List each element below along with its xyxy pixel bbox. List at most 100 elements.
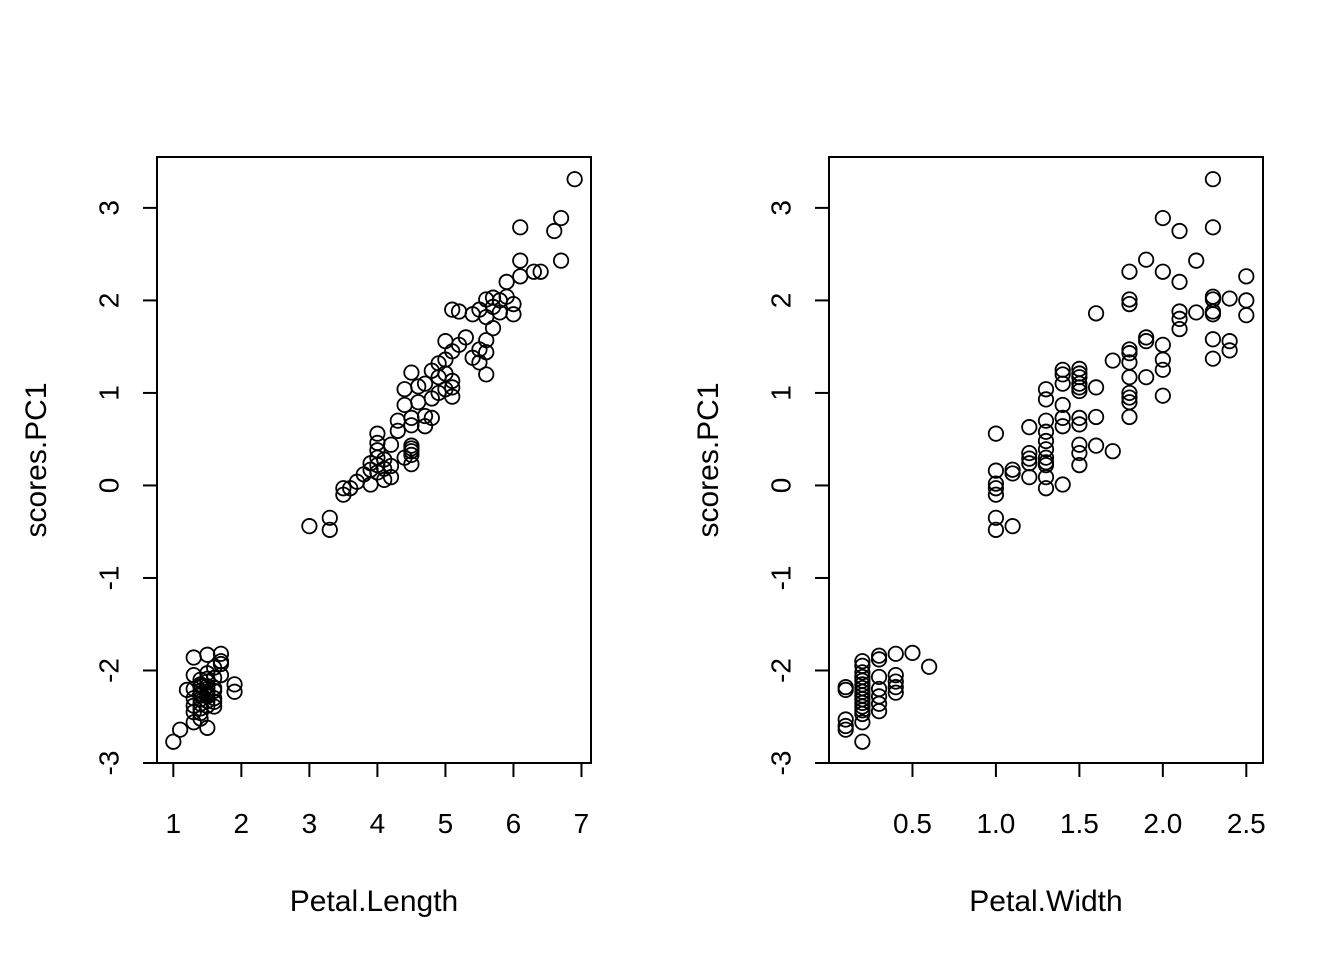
data-point xyxy=(396,396,413,414)
data-point xyxy=(212,667,230,684)
data-point xyxy=(1171,310,1188,328)
data-point xyxy=(478,366,495,383)
data-point xyxy=(206,698,223,715)
data-point xyxy=(444,388,461,405)
data-point xyxy=(1154,263,1171,280)
data-point xyxy=(321,509,338,526)
x-axis-title: Petal.Length xyxy=(290,885,458,918)
y-tick-label: 0 xyxy=(94,478,125,494)
data-point xyxy=(212,645,230,662)
data-point xyxy=(887,679,904,696)
x-tick-label: 7 xyxy=(574,808,590,839)
data-point xyxy=(423,409,440,427)
data-point xyxy=(484,320,502,337)
data-point xyxy=(1054,396,1071,414)
data-point xyxy=(1121,369,1138,386)
data-point xyxy=(416,407,434,425)
data-point xyxy=(887,645,904,662)
data-point xyxy=(369,425,386,442)
data-point xyxy=(566,171,583,188)
data-point xyxy=(987,462,1005,479)
data-point xyxy=(870,647,888,664)
y-axis: -3 -2 -1 0 1 2 3 xyxy=(94,200,158,775)
data-point xyxy=(854,714,871,731)
data-point xyxy=(1071,456,1088,474)
data-point xyxy=(1121,389,1138,406)
left-scatter-panel: 1 2 3 4 5 6 7 -3 -2 -1 0 1 2 3 Petal.Length scores.P… xyxy=(20,156,592,918)
data-point xyxy=(403,456,420,473)
data-point xyxy=(301,518,318,535)
data-point xyxy=(1037,412,1055,429)
data-point xyxy=(1171,320,1188,338)
data-point xyxy=(1121,408,1138,426)
data-point xyxy=(854,733,871,750)
data-point xyxy=(498,273,515,291)
data-point xyxy=(1154,361,1171,378)
data-point xyxy=(837,721,854,738)
data-point xyxy=(1104,352,1121,369)
data-point xyxy=(1054,476,1071,493)
data-point xyxy=(1121,296,1138,313)
data-point xyxy=(185,649,202,666)
data-point xyxy=(1087,379,1105,396)
data-point xyxy=(1087,437,1105,454)
data-point xyxy=(444,379,461,396)
x-tick-label: 0.5 xyxy=(893,808,932,839)
data-point xyxy=(887,667,904,684)
data-point xyxy=(1071,444,1088,462)
data-point xyxy=(532,263,549,280)
data-point xyxy=(1071,379,1088,396)
data-point xyxy=(382,436,400,453)
data-point xyxy=(1154,209,1171,227)
data-point xyxy=(870,668,888,686)
data-point xyxy=(389,422,406,439)
data-point xyxy=(921,658,938,675)
data-point xyxy=(1204,331,1222,348)
y-axis-title: scores.PC1 xyxy=(692,382,725,537)
data-point xyxy=(457,329,474,346)
data-point xyxy=(226,676,243,693)
data-point xyxy=(389,412,406,429)
data-point xyxy=(403,364,420,381)
y-axis-title: scores.PC1 xyxy=(20,382,53,537)
data-point xyxy=(987,521,1005,538)
data-point xyxy=(1037,441,1055,458)
data-point xyxy=(870,703,888,720)
data-point xyxy=(505,306,522,323)
data-point xyxy=(410,378,427,395)
x-tick-label: 2.0 xyxy=(1143,808,1182,839)
data-point xyxy=(904,644,921,662)
data-point xyxy=(1087,305,1105,322)
data-point xyxy=(1121,384,1138,402)
data-point xyxy=(1138,329,1155,346)
data-point xyxy=(1171,303,1188,320)
x-tick-label: 1.0 xyxy=(976,808,1015,839)
data-point xyxy=(887,673,904,690)
data-point xyxy=(870,651,888,668)
data-point xyxy=(987,509,1005,526)
data-point xyxy=(165,733,182,750)
data-point xyxy=(1138,251,1155,268)
y-tick-label: -1 xyxy=(94,566,125,591)
y-tick-label: -2 xyxy=(766,658,797,683)
data-point xyxy=(444,301,461,318)
data-point xyxy=(1138,369,1155,386)
data-point xyxy=(854,705,871,723)
y-tick-label: 0 xyxy=(766,478,797,494)
data-point xyxy=(437,333,454,350)
data-point xyxy=(1071,382,1088,400)
data-point xyxy=(1037,449,1055,466)
data-point xyxy=(1121,263,1138,280)
y-tick-label: -3 xyxy=(94,751,125,776)
data-point xyxy=(837,679,854,696)
data-point xyxy=(226,683,243,700)
data-point xyxy=(1037,423,1055,440)
data-point xyxy=(1054,366,1071,383)
data-point xyxy=(1154,351,1171,368)
data-point xyxy=(1138,333,1155,350)
data-point xyxy=(987,486,1005,503)
x-tick-label: 6 xyxy=(506,808,522,839)
data-point xyxy=(376,471,393,488)
data-point xyxy=(1071,436,1088,453)
